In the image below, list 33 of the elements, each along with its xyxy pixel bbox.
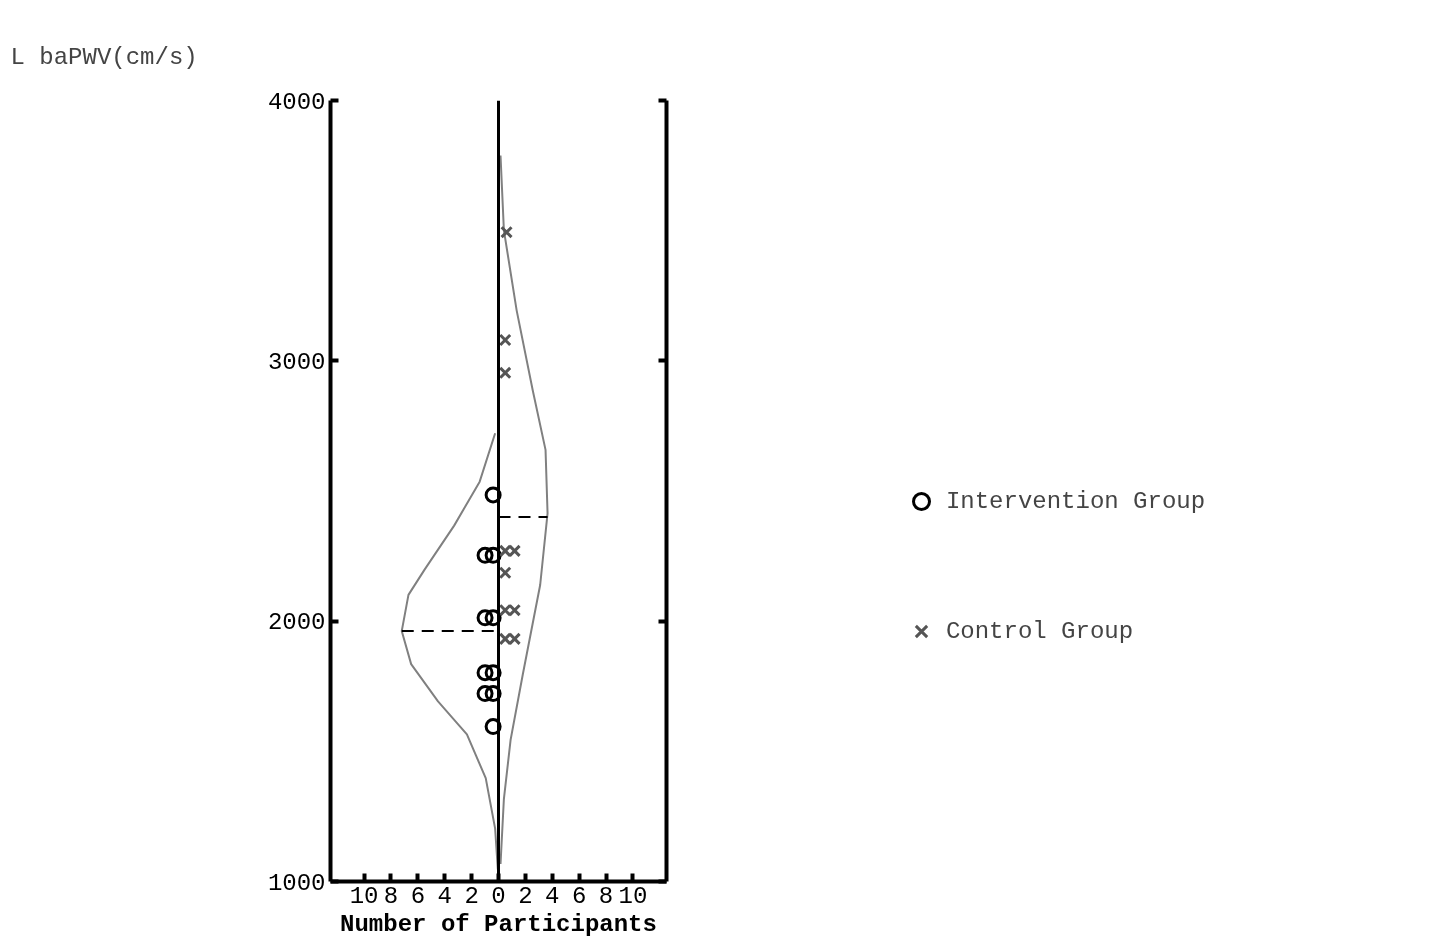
point	[500, 225, 514, 239]
x-tick-label: 8	[598, 882, 614, 910]
point	[484, 718, 502, 736]
x-tick-label: 4	[437, 882, 452, 910]
point	[498, 366, 512, 380]
point	[484, 685, 502, 703]
point	[476, 546, 494, 564]
x-tick-label: 8	[383, 882, 399, 910]
line-series	[499, 154, 549, 866]
point	[476, 609, 494, 627]
x-tick-label: 2	[518, 882, 533, 910]
point	[484, 609, 502, 627]
y-axis-title: L baPWV(cm/s)	[10, 43, 198, 71]
legend-label: Control Group	[945, 617, 1134, 645]
point	[484, 486, 502, 504]
legend-label: Intervention Group	[945, 487, 1206, 515]
x-tick-label: 2	[464, 882, 479, 910]
x-tick-label: 6	[571, 882, 587, 910]
point	[476, 685, 494, 703]
point	[484, 664, 502, 682]
y-tick-label: 4000	[267, 88, 326, 116]
x-tick-label: 10	[349, 882, 379, 910]
x-tick-label: 6	[410, 882, 426, 910]
point	[498, 566, 512, 580]
x-tick-label: 4	[545, 882, 560, 910]
x-axis-title: Number of Participants	[340, 910, 657, 938]
x-tick-label: 0	[491, 882, 506, 910]
point	[498, 333, 512, 347]
x-tick-label: 10	[618, 882, 648, 910]
y-tick-label: 1000	[267, 869, 326, 897]
y-tick-label: 2000	[267, 609, 326, 637]
y-tick-label: 3000	[267, 348, 326, 376]
point	[476, 664, 494, 682]
